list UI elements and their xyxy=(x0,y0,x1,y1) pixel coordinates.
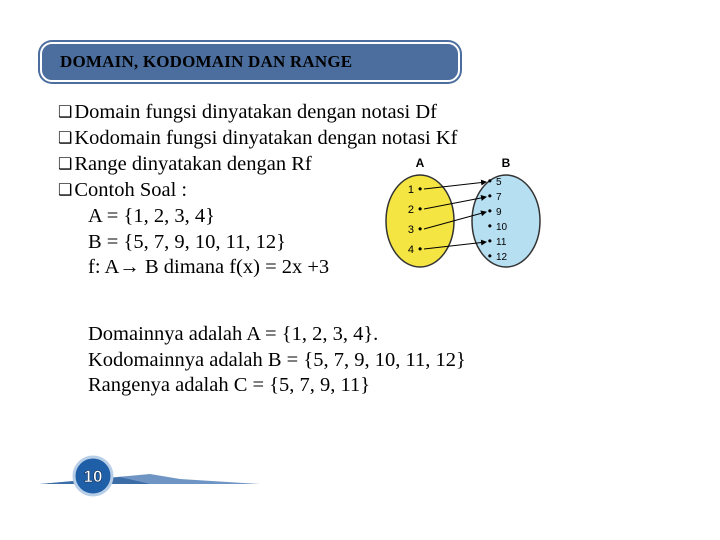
slide: DOMAIN, KODOMAIN DAN RANGE ❑ Domain fung… xyxy=(0,0,720,540)
setB-item: 10 xyxy=(496,222,508,233)
bullet-square-icon: ❑ xyxy=(58,100,72,126)
bullet-square-icon: ❑ xyxy=(58,152,72,178)
setB-item: 12 xyxy=(496,252,508,263)
dot-icon: • xyxy=(488,204,492,218)
example-line: f: A→ B dimana f(x) = 2x +3 xyxy=(88,255,658,281)
bullet-text: Contoh Soal : xyxy=(74,178,187,204)
bullet-line: ❑ Contoh Soal : xyxy=(58,178,658,204)
example-line: A = {1, 2, 3, 4} xyxy=(88,204,658,230)
title-band: DOMAIN, KODOMAIN DAN RANGE xyxy=(40,42,460,82)
setA-item: 1 xyxy=(408,184,414,196)
setA-item: 4 xyxy=(408,244,414,256)
diagram-label-b: B xyxy=(502,156,511,170)
bullet-text: Domain fungsi dinyatakan dengan notasi D… xyxy=(74,100,437,126)
content-block: ❑ Domain fungsi dinyatakan dengan notasi… xyxy=(58,100,658,281)
setA-item: 2 xyxy=(408,204,414,216)
answers-block: Domainnya adalah A = {1, 2, 3, 4}. Kodom… xyxy=(58,322,658,399)
bullet-square-icon: ❑ xyxy=(58,126,72,152)
bullet-text: Range dinyatakan dengan Rf xyxy=(74,152,311,178)
setB-item: 11 xyxy=(496,237,507,248)
answer-line: Rangenya adalah C = {5, 7, 9, 11} xyxy=(88,373,658,399)
dot-icon: • xyxy=(418,202,422,216)
dot-icon: • xyxy=(418,242,422,256)
setB-item: 9 xyxy=(496,207,502,218)
answer-line: Kodomainnya adalah B = {5, 7, 9, 10, 11,… xyxy=(88,348,658,374)
example-line: B = {5, 7, 9, 10, 11, 12} xyxy=(88,230,658,256)
dot-icon: • xyxy=(488,189,492,203)
bullet-line: ❑ Domain fungsi dinyatakan dengan notasi… xyxy=(58,100,658,126)
dot-icon: • xyxy=(488,234,492,248)
diagram-label-a: A xyxy=(416,156,425,170)
bullet-text: Kodomain fungsi dinyatakan dengan notasi… xyxy=(74,126,457,152)
mapping-diagram: A B 1 • 2 • 3 • 4 • • 5 • 7 • 9 • 10 • 1… xyxy=(378,155,550,273)
slide-title: DOMAIN, KODOMAIN DAN RANGE xyxy=(60,52,352,72)
setB-item: 5 xyxy=(496,177,502,188)
setA-item: 3 xyxy=(408,224,414,236)
bullet-line: ❑ Range dinyatakan dengan Rf xyxy=(58,152,658,178)
page-number-badge: 10 xyxy=(72,455,114,502)
answer-line: Domainnya adalah A = {1, 2, 3, 4}. xyxy=(88,322,658,348)
dot-icon: • xyxy=(488,249,492,263)
dot-icon: • xyxy=(418,182,422,196)
bullet-line: ❑ Kodomain fungsi dinyatakan dengan nota… xyxy=(58,126,658,152)
page-number-text: 10 xyxy=(84,467,103,486)
dot-icon: • xyxy=(488,219,492,233)
dot-icon: • xyxy=(418,222,422,236)
bullet-square-icon: ❑ xyxy=(58,178,72,204)
setB-item: 7 xyxy=(496,192,502,203)
dot-icon: • xyxy=(488,174,492,188)
